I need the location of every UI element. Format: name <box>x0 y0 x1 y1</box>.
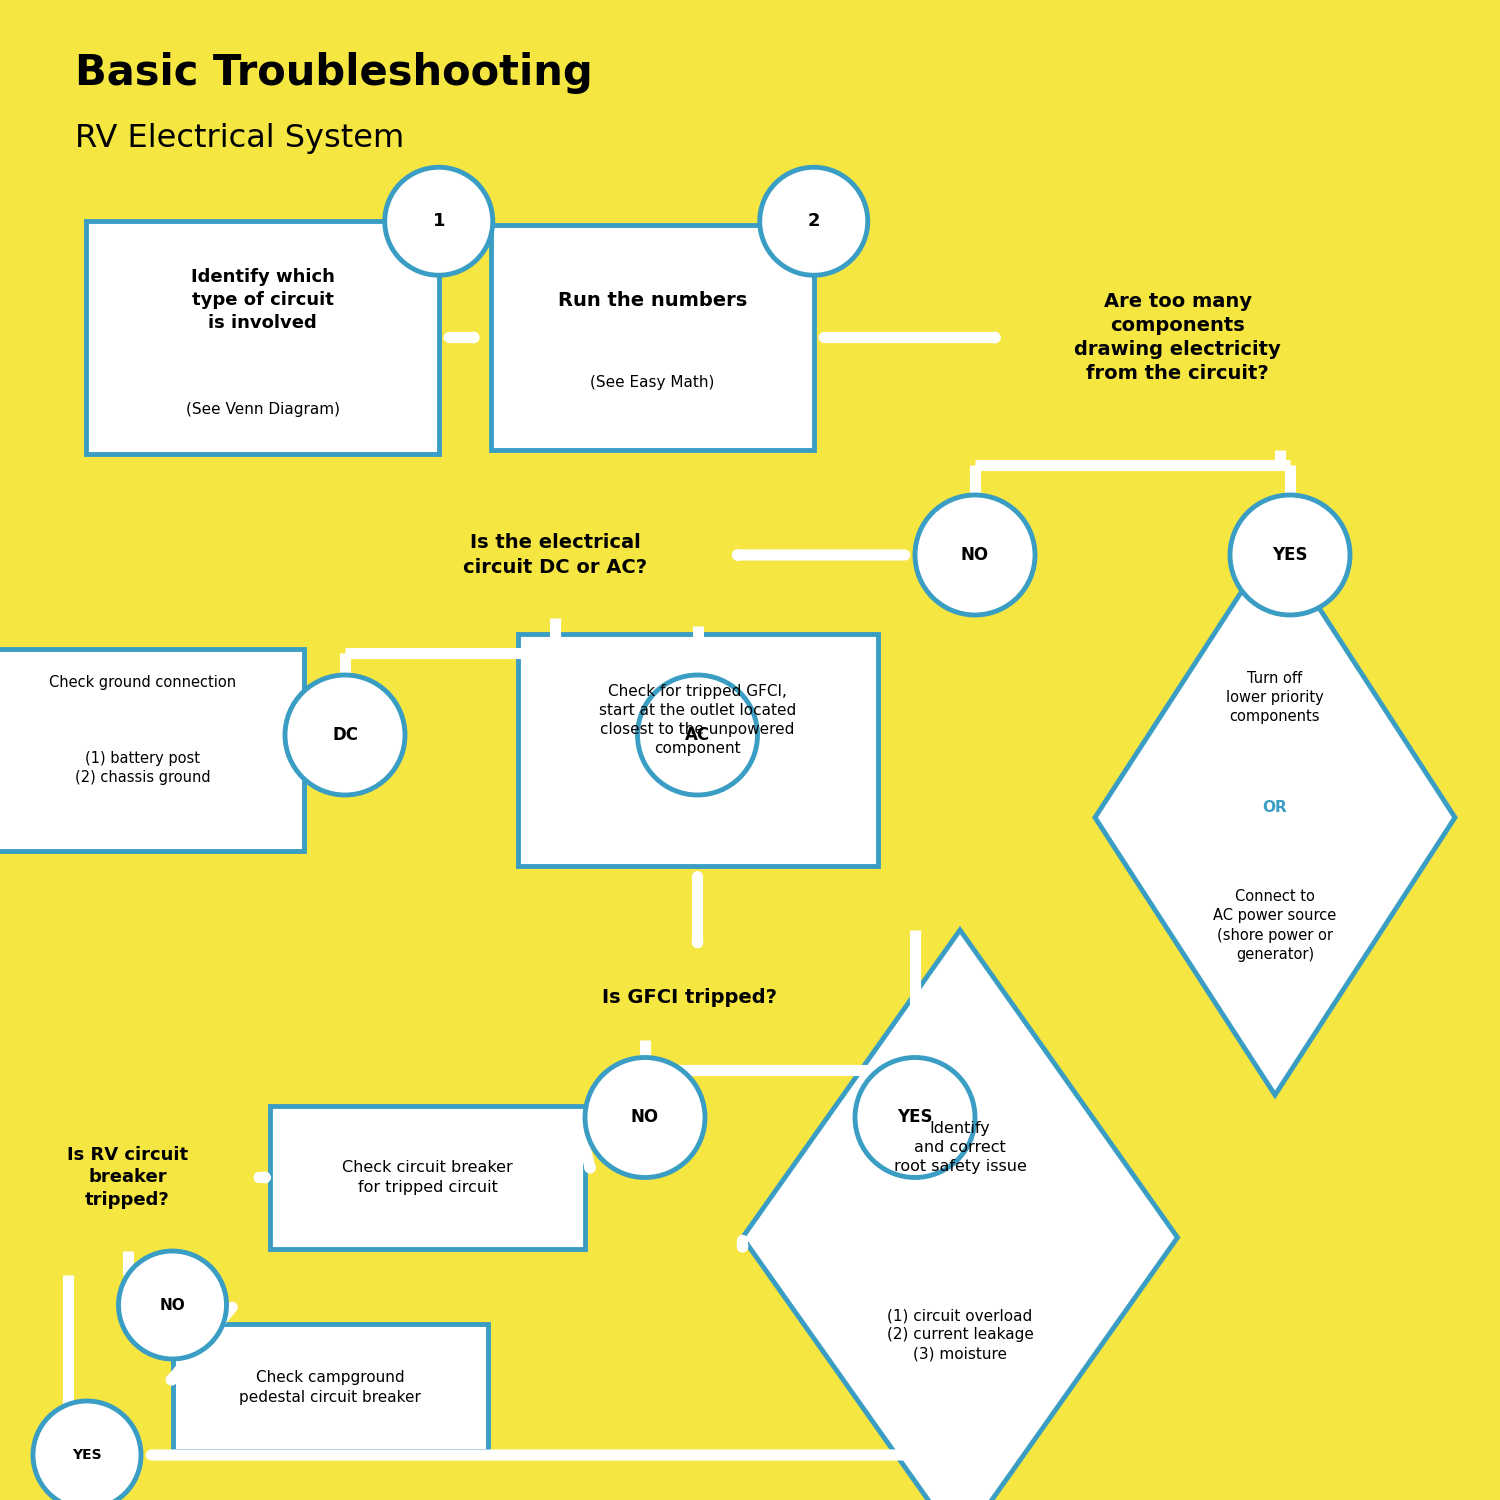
Text: NO: NO <box>159 1298 186 1312</box>
Text: Check circuit breaker
for tripped circuit: Check circuit breaker for tripped circui… <box>342 1161 513 1194</box>
Text: Check for tripped GFCI,
start at the outlet located
closest to the unpowered
com: Check for tripped GFCI, start at the out… <box>598 684 796 756</box>
Text: YES: YES <box>72 1448 102 1462</box>
FancyBboxPatch shape <box>492 225 813 450</box>
FancyBboxPatch shape <box>518 633 878 867</box>
Text: YES: YES <box>1272 546 1308 564</box>
Text: (See Venn Diagram): (See Venn Diagram) <box>186 402 339 417</box>
Circle shape <box>585 1058 705 1178</box>
Circle shape <box>384 168 492 276</box>
Circle shape <box>1230 495 1350 615</box>
Circle shape <box>33 1401 141 1500</box>
Text: Is GFCI tripped?: Is GFCI tripped? <box>603 988 777 1006</box>
FancyBboxPatch shape <box>270 1107 585 1248</box>
Text: (See Easy Math): (See Easy Math) <box>591 375 714 390</box>
Text: 2: 2 <box>807 213 820 231</box>
Text: RV Electrical System: RV Electrical System <box>75 123 405 154</box>
FancyBboxPatch shape <box>172 1324 488 1452</box>
Text: Check campground
pedestal circuit breaker: Check campground pedestal circuit breake… <box>238 1371 422 1404</box>
Text: Are too many
components
drawing electricity
from the circuit?: Are too many components drawing electric… <box>1074 291 1281 384</box>
Text: Run the numbers: Run the numbers <box>558 291 747 309</box>
FancyBboxPatch shape <box>86 222 438 453</box>
FancyBboxPatch shape <box>0 648 303 852</box>
Circle shape <box>855 1058 975 1178</box>
Circle shape <box>285 675 405 795</box>
Text: Identify
and correct
root safety issue: Identify and correct root safety issue <box>894 1120 1026 1174</box>
Text: (1) circuit overload
(2) current leakage
(3) moisture: (1) circuit overload (2) current leakage… <box>886 1308 1034 1362</box>
Text: Identify which
type of circuit
is involved: Identify which type of circuit is involv… <box>190 268 334 332</box>
Circle shape <box>915 495 1035 615</box>
Text: Turn off
lower priority
components: Turn off lower priority components <box>1226 670 1324 724</box>
Text: NO: NO <box>962 546 988 564</box>
Text: DC: DC <box>332 726 358 744</box>
Text: NO: NO <box>632 1108 658 1126</box>
Text: YES: YES <box>897 1108 933 1126</box>
Text: OR: OR <box>1263 800 1287 814</box>
Text: (1) battery post
(2) chassis ground: (1) battery post (2) chassis ground <box>75 752 210 784</box>
Text: AC: AC <box>686 726 709 744</box>
Text: Is RV circuit
breaker
tripped?: Is RV circuit breaker tripped? <box>68 1146 188 1209</box>
Text: Connect to
AC power source
(shore power or
generator): Connect to AC power source (shore power … <box>1214 890 1336 962</box>
Circle shape <box>638 675 758 795</box>
Text: Is the electrical
circuit DC or AC?: Is the electrical circuit DC or AC? <box>464 534 646 576</box>
Circle shape <box>759 168 867 276</box>
Polygon shape <box>1095 540 1455 1095</box>
Circle shape <box>118 1251 226 1359</box>
Text: Basic Troubleshooting: Basic Troubleshooting <box>75 53 592 94</box>
Text: Check ground connection: Check ground connection <box>50 675 236 690</box>
Polygon shape <box>742 930 1178 1500</box>
Text: 1: 1 <box>432 213 445 231</box>
